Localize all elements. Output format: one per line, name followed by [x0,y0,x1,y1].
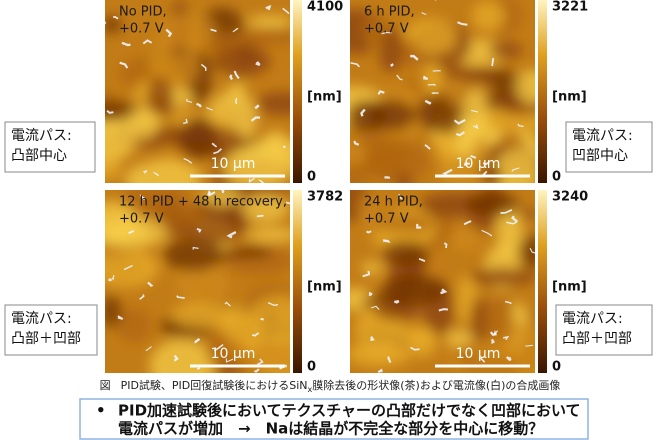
colorbar-max: 3782 [307,190,343,205]
panel-label: 6 h PID, [364,5,415,20]
caption-prefix: 図 [100,379,111,392]
scale-bar-label: 10 μm [211,156,256,172]
blob [347,342,412,367]
panel-label: 12 h PID + 48 h recovery, [119,195,287,210]
blob [382,275,446,306]
colorbar [538,190,547,373]
blob [211,46,271,77]
blob [127,107,158,139]
blob [228,83,246,100]
colorbar-min: 0 [552,360,561,375]
blob [344,143,367,166]
panel-label: +0.7 V [119,22,164,37]
blob [449,227,481,250]
scale-bar-label: 10 μm [211,346,256,362]
panel-label: No PID, [119,5,167,20]
blob [171,302,237,328]
blob [488,42,522,59]
blob [164,238,223,272]
side-label: 電流パス: [11,311,72,327]
blob [247,228,299,241]
current-spot [439,309,448,310]
panel-label: +0.7 V [364,212,409,227]
summary-line: 電流パスが増加 → Naは結晶が不完全な部分を中心に移動？ [118,420,543,438]
blob [248,16,293,28]
current-spot [432,93,439,94]
blob [469,267,536,286]
caption: 図PID試験、PID回復試験後におけるSiNx膜除去後の形状像(茶)および電流像… [100,378,561,394]
scale-bar-label: 10 μm [456,346,501,362]
current-spot [391,64,394,66]
caption-text: PID試験、PID回復試験後におけるSiN [121,378,308,392]
afm-image [70,0,312,204]
caption-text: 膜除去後の形状像(茶)および電流像(白)の合成画像 [312,378,560,392]
blob [395,174,413,191]
colorbar-min: 0 [307,360,316,375]
current-spot [366,231,371,232]
blob [365,100,415,131]
blob [256,92,313,116]
current-spot [394,301,399,303]
current-spot [231,75,232,80]
panel-label: 24 h PID, [364,195,423,210]
summary-line: PID加速試験後においてテクスチャーの凸部だけでなく凹部において [118,402,581,420]
colorbar-unit: [nm] [307,90,342,105]
colorbar-min: 0 [552,170,561,185]
blob [485,298,515,340]
colorbar-unit: [nm] [552,280,587,295]
blob [443,67,497,81]
current-spot [384,177,389,178]
side-label: 凸部＋凹部 [11,331,81,347]
afm-image [322,0,550,202]
colorbar-unit: [nm] [552,90,587,105]
current-spot [492,58,493,66]
blob [117,308,152,343]
panel-label: +0.7 V [119,212,164,227]
colorbar [538,0,547,183]
colorbar-max: 3221 [552,0,588,15]
side-label: 電流パス: [562,311,623,327]
current-spot [109,280,112,281]
blob [446,330,474,347]
panel-label: +0.7 V [364,22,409,37]
side-label: 電流パス: [572,128,633,144]
side-label: 電流パス: [11,128,72,144]
blob [101,296,121,328]
blob [462,89,487,142]
colorbar-max: 4100 [307,0,343,15]
figure: 図PID試験、PID回復試験後におけるSiNx膜除去後の形状像(茶)および電流像… [0,0,660,440]
blob [381,241,428,266]
current-spot [236,98,237,104]
colorbar-unit: [nm] [307,280,342,295]
current-spot [283,146,285,147]
colorbar-min: 0 [307,170,316,185]
blob [472,1,505,31]
side-label: 凸部＋凹部 [562,331,632,347]
side-label: 凸部中心 [11,148,67,164]
blob [361,262,382,274]
summary-bullet: • [96,402,106,420]
blob [408,327,436,357]
colorbar [293,0,302,183]
side-label: 凹部中心 [572,148,628,164]
blob [466,192,519,216]
colorbar-max: 3240 [552,190,588,205]
colorbar [293,190,302,373]
current-spot [257,216,264,217]
current-spot [383,240,388,241]
scale-bar-label: 10 μm [456,156,501,172]
